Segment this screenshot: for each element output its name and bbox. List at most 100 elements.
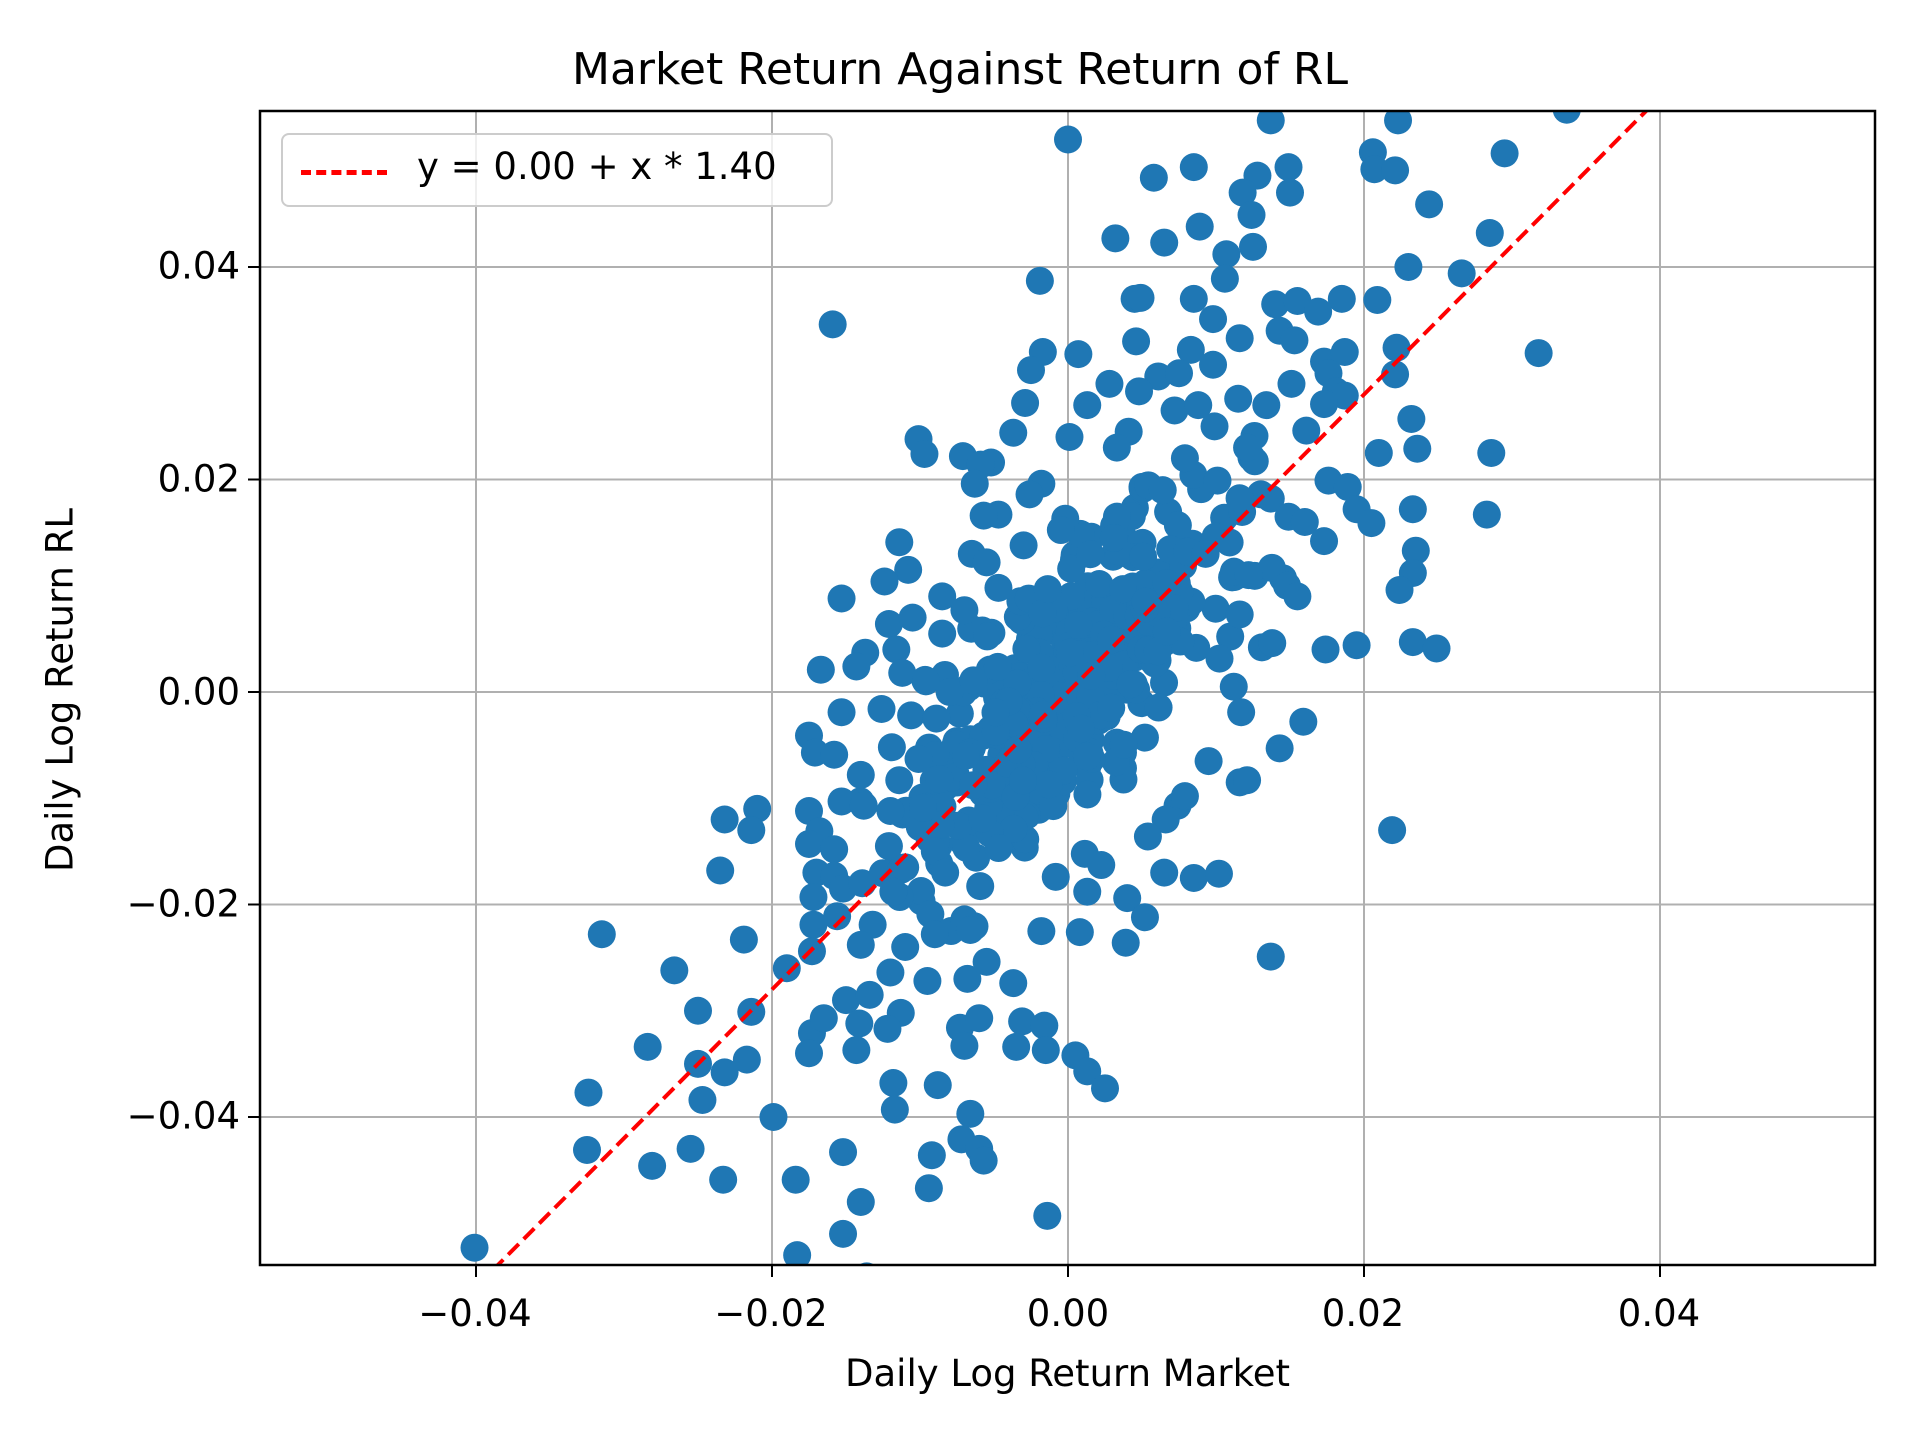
tick-marks	[248, 266, 1661, 1277]
data-point	[1290, 508, 1319, 536]
data-point	[1283, 287, 1312, 315]
data-point	[1009, 531, 1038, 560]
data-point	[1008, 1007, 1037, 1036]
data-point	[911, 667, 940, 696]
dashed-line-swatch-icon	[301, 170, 387, 175]
data-point	[820, 740, 849, 769]
data-point	[1073, 391, 1102, 420]
data-point	[809, 1004, 838, 1033]
data-point	[885, 528, 914, 557]
data-point	[858, 1262, 875, 1265]
data-point	[1170, 782, 1199, 811]
data-point	[876, 958, 905, 987]
x-tick-label: −0.02	[714, 1292, 828, 1335]
data-point	[1256, 111, 1285, 135]
data-point	[1139, 163, 1168, 192]
data-point	[1382, 333, 1411, 362]
data-point	[950, 596, 979, 625]
data-point	[882, 635, 911, 664]
data-point	[1065, 918, 1094, 947]
data-point	[1200, 412, 1229, 441]
data-point	[1199, 350, 1228, 379]
data-point	[729, 925, 758, 954]
data-point	[684, 996, 712, 1025]
data-point	[1384, 111, 1413, 135]
data-point	[1330, 338, 1359, 366]
data-point	[842, 1036, 871, 1065]
data-point	[1101, 224, 1130, 253]
data-point	[1225, 324, 1254, 353]
data-point	[885, 766, 914, 795]
data-point	[1310, 527, 1339, 556]
data-point	[759, 1103, 788, 1131]
data-point	[1064, 340, 1093, 369]
data-point	[1212, 240, 1241, 269]
data-point	[1095, 369, 1124, 398]
data-point	[1233, 433, 1262, 462]
data-point	[1144, 362, 1173, 391]
data-point	[709, 1165, 738, 1194]
y-tick-label: 0.00	[157, 670, 240, 714]
data-point	[460, 1233, 489, 1262]
data-point	[781, 1165, 810, 1194]
data-point	[1015, 480, 1044, 509]
data-point	[1228, 178, 1257, 207]
data-point	[1447, 259, 1476, 288]
data-point	[935, 678, 964, 706]
data-point	[1360, 155, 1389, 184]
data-point	[827, 698, 856, 727]
data-point	[1091, 1074, 1119, 1103]
data-point	[898, 603, 927, 632]
data-point	[1415, 190, 1444, 219]
data-point	[904, 744, 933, 773]
data-point	[1130, 903, 1159, 932]
data-point	[1394, 253, 1423, 281]
data-point	[1378, 816, 1407, 845]
data-point	[1133, 822, 1162, 851]
data-point	[894, 555, 923, 584]
data-point	[877, 733, 906, 762]
data-point	[1227, 698, 1256, 727]
data-point	[917, 1141, 946, 1170]
x-tick-label: 0.00	[1026, 1292, 1110, 1335]
data-point	[1002, 1032, 1031, 1061]
data-point	[1276, 178, 1304, 207]
data-point	[876, 797, 905, 825]
data-point	[829, 1219, 858, 1248]
data-point	[1122, 327, 1151, 356]
data-point	[1030, 1011, 1059, 1040]
fit-line	[495, 111, 1649, 1265]
data-point	[1151, 805, 1180, 834]
data-point	[891, 933, 920, 961]
data-point	[710, 1058, 739, 1087]
data-point	[951, 741, 980, 770]
data-point	[1252, 391, 1281, 420]
data-point	[848, 869, 877, 898]
data-point	[1289, 707, 1318, 736]
data-point	[1327, 284, 1356, 313]
data-point	[827, 787, 856, 816]
data-point	[1184, 391, 1213, 420]
data-point	[908, 793, 937, 822]
data-point	[772, 954, 801, 983]
data-point	[1160, 396, 1189, 425]
data-point	[846, 1188, 875, 1216]
data-point	[1203, 466, 1232, 495]
data-point	[710, 805, 739, 834]
data-point	[972, 548, 1001, 577]
data-point	[829, 1138, 858, 1167]
data-point	[1179, 153, 1208, 182]
data-point	[879, 877, 908, 906]
data-point	[1398, 495, 1427, 524]
y-tick-label: 0.02	[157, 457, 240, 501]
data-point	[823, 902, 852, 931]
data-point	[737, 816, 766, 845]
data-point	[1125, 377, 1154, 406]
data-point	[999, 969, 1028, 998]
data-point	[820, 835, 849, 864]
data-point	[1031, 1036, 1060, 1065]
data-point	[972, 947, 1001, 976]
data-point	[959, 666, 988, 695]
data-point	[969, 1146, 998, 1175]
